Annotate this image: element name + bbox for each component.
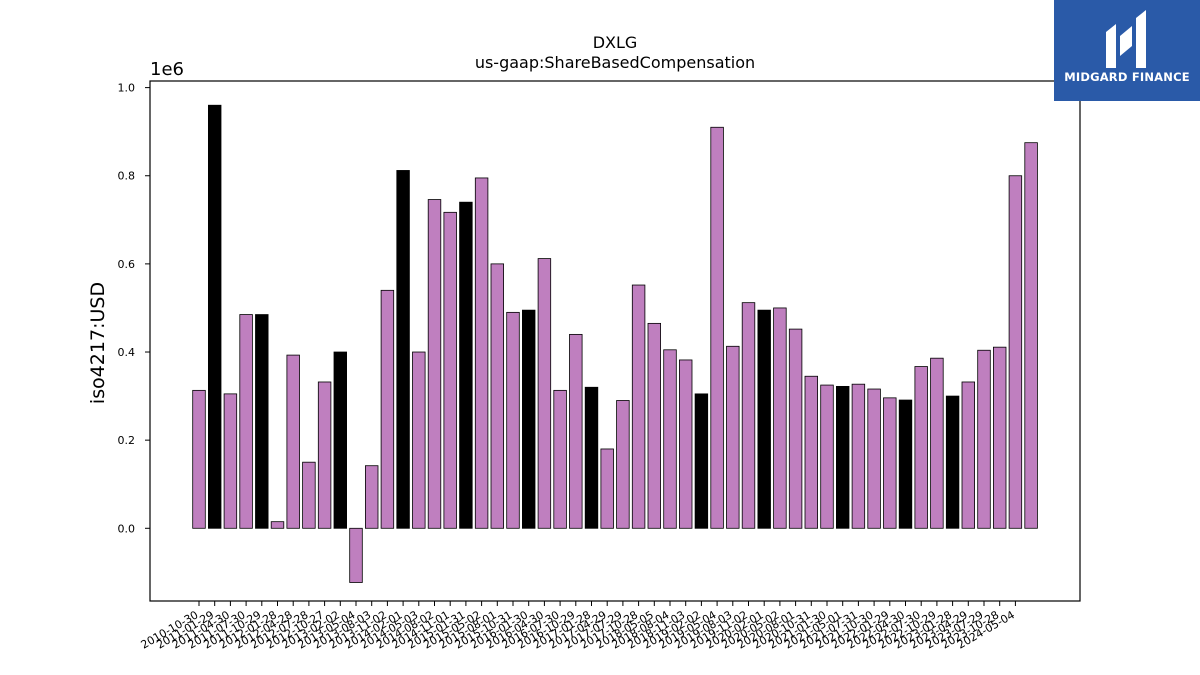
y-axis-label: iso4217:USD (87, 282, 109, 404)
bar (883, 397, 897, 529)
bar (914, 366, 928, 529)
bar (977, 349, 991, 529)
bar (239, 314, 253, 529)
bar (773, 307, 787, 529)
midgard-m-logo-icon (1106, 10, 1146, 68)
bar (380, 289, 395, 529)
bar (333, 351, 348, 529)
bar (961, 381, 976, 529)
bar (286, 354, 300, 529)
bar (569, 333, 583, 529)
bar (616, 400, 630, 529)
bar (443, 211, 457, 529)
bar (522, 309, 536, 529)
bar (553, 389, 567, 529)
bar (302, 461, 316, 529)
x-axis: 2010-10-302011-01-292011-04-302011-07-30… (139, 601, 1017, 652)
bar (851, 383, 866, 529)
bar (1024, 142, 1038, 529)
bar-series (192, 104, 1038, 583)
bar (836, 385, 850, 529)
y-tick-label: 0.8 (118, 170, 136, 183)
bar (584, 386, 599, 529)
bar (192, 389, 206, 529)
chart-subtitle: us-gaap:ShareBasedCompensation (475, 53, 755, 72)
bar (207, 104, 222, 529)
bar (663, 349, 677, 529)
y-tick-label: 0.0 (118, 522, 136, 535)
bar (631, 284, 646, 529)
bar (804, 375, 819, 529)
y-axis: 0.0 0.2 0.4 0.6 0.8 1.0 (118, 82, 150, 535)
plot-frame (149, 80, 1081, 602)
bar (412, 351, 426, 529)
chart-title: DXLG (593, 33, 638, 52)
bar (270, 521, 285, 529)
bar (726, 345, 740, 529)
bar (741, 302, 756, 529)
bar (396, 170, 410, 529)
bar (490, 263, 505, 529)
y-tick-label: 1.0 (118, 82, 136, 95)
bar (364, 465, 379, 529)
y-tick-label: 0.6 (118, 258, 136, 271)
bar (867, 388, 881, 529)
bar (694, 393, 709, 529)
bar (474, 177, 489, 529)
brand-name: MIDGARD FINANCE (1064, 70, 1190, 84)
bar (679, 359, 693, 529)
bar (788, 328, 803, 529)
y-offset-label: 1e6 (150, 59, 184, 80)
brand-logo: MIDGARD FINANCE (1054, 0, 1200, 101)
bar (349, 527, 363, 583)
bar (223, 393, 238, 529)
bar (820, 384, 834, 529)
bar (898, 399, 913, 529)
y-tick-label: 0.2 (118, 434, 136, 447)
bar (945, 395, 960, 529)
bar (993, 346, 1007, 529)
bar (710, 126, 724, 529)
y-tick-label: 0.4 (118, 346, 136, 359)
bar (930, 357, 944, 529)
bar (459, 201, 473, 529)
bar (600, 448, 614, 529)
bar (317, 381, 332, 529)
bar (506, 311, 520, 529)
bar (427, 199, 442, 529)
bar (1008, 175, 1023, 529)
bar (255, 314, 269, 529)
bar (647, 322, 662, 529)
bar (757, 309, 771, 529)
bar (537, 258, 552, 529)
